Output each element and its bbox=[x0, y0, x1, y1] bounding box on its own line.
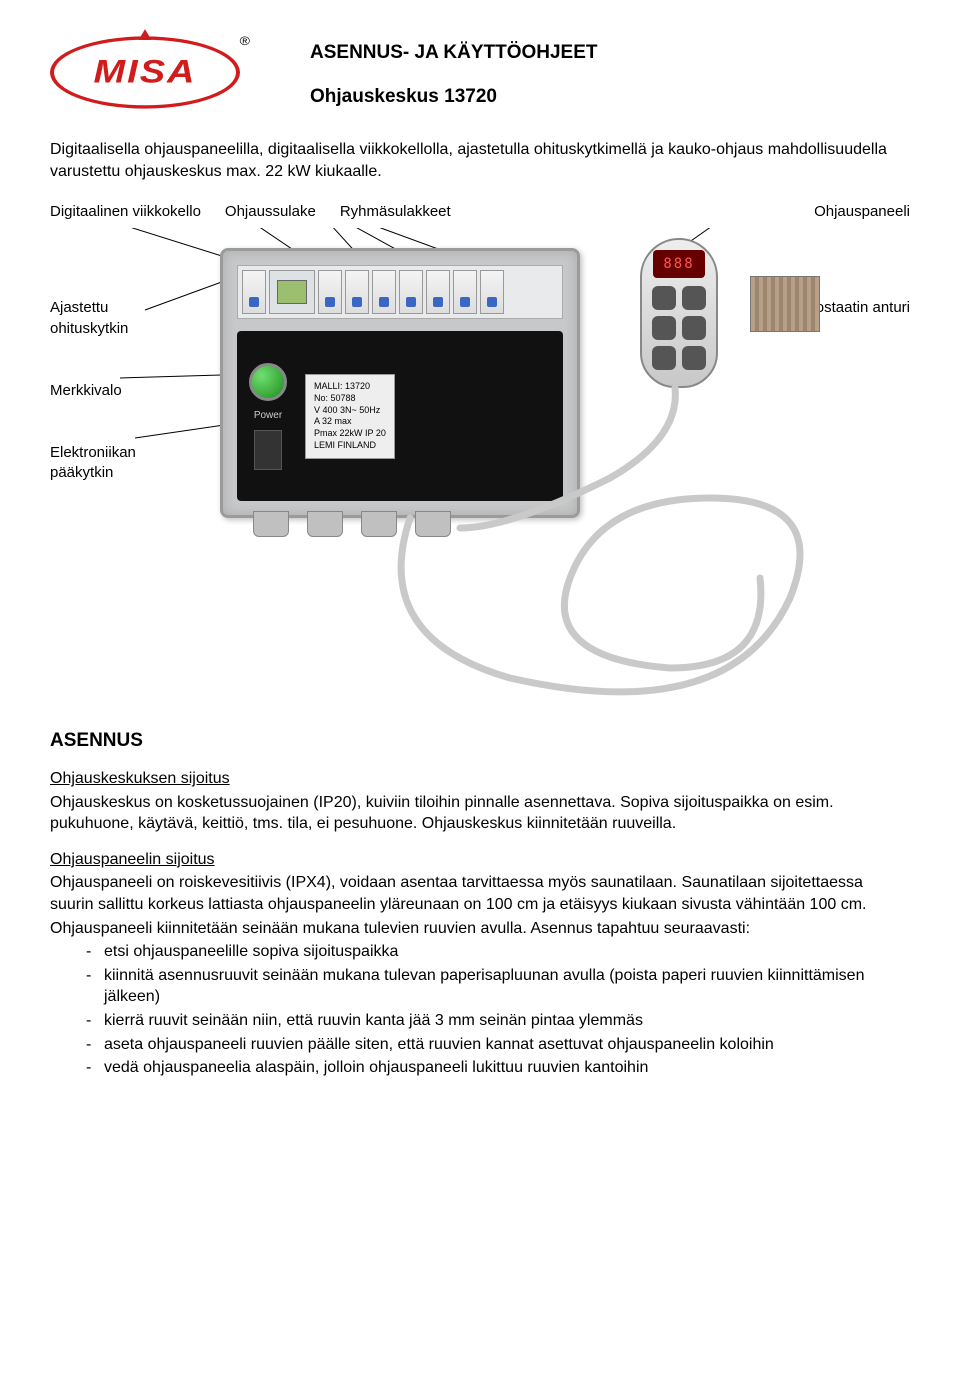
list-item: aseta ohjauspaneeli ruuvien päälle siten… bbox=[86, 1034, 910, 1056]
spec-line: No: 50788 bbox=[314, 393, 386, 405]
spec-line: A 32 max bbox=[314, 416, 386, 428]
registered-mark: ® bbox=[240, 33, 250, 49]
diagram-top-labels: Digitaalinen viikkokello Ohjaussulake Ry… bbox=[50, 202, 910, 222]
control-unit: Power MALLI: 13720 No: 50788 V 400 3N~ 5… bbox=[220, 248, 580, 518]
remote-button bbox=[682, 286, 706, 310]
power-area: Power bbox=[249, 363, 287, 471]
cable-gland-icon bbox=[361, 511, 397, 537]
label-ajastettu: Ajastettu ohituskytkin bbox=[50, 298, 136, 339]
diagram-left-labels: Ajastettu ohituskytkin Merkkivalo Elektr… bbox=[50, 298, 136, 525]
spec-line: MALLI: 13720 bbox=[314, 381, 386, 393]
label-ohjaussulake: Ohjaussulake bbox=[225, 202, 316, 222]
label-merkkivalo: Merkkivalo bbox=[50, 381, 136, 401]
flame-icon: ▲ bbox=[134, 21, 156, 46]
remote-button bbox=[652, 286, 676, 310]
remote-button bbox=[652, 346, 676, 370]
cable-gland-icon bbox=[253, 511, 289, 537]
header: ▲ MISA ® ASENNUS- JA KÄYTTÖOHJEET Ohjaus… bbox=[50, 30, 910, 115]
control-fuse bbox=[318, 270, 342, 314]
clock-screen-icon bbox=[277, 280, 307, 304]
list-item: kierrä ruuvit seinään niin, että ruuvin … bbox=[86, 1010, 910, 1032]
spec-line: Pmax 22kW IP 20 bbox=[314, 428, 386, 440]
diagram-area: Ajastettu ohituskytkin Merkkivalo Elektr… bbox=[50, 228, 910, 708]
spec-line: V 400 3N~ 50Hz bbox=[314, 405, 386, 417]
timer-breaker bbox=[242, 270, 266, 314]
group-fuse bbox=[399, 270, 423, 314]
spec-plate: MALLI: 13720 No: 50788 V 400 3N~ 50Hz A … bbox=[305, 374, 395, 458]
para-paneeli: Ohjauspaneelin sijoitus Ohjauspaneeli on… bbox=[50, 849, 910, 1079]
control-panel-remote: 888 bbox=[640, 238, 718, 388]
brand-logo: ▲ MISA ® bbox=[50, 30, 250, 115]
sub-title: Ohjauskeskus 13720 bbox=[310, 84, 598, 110]
label-ohjauspaneeli: Ohjauspaneeli bbox=[814, 202, 910, 222]
subsection-title: Ohjauskeskuksen sijoitus bbox=[50, 768, 910, 790]
subsection-text: Ohjauskeskus on kosketussuojainen (IP20)… bbox=[50, 792, 910, 835]
front-panel: Power MALLI: 13720 No: 50788 V 400 3N~ 5… bbox=[237, 331, 563, 501]
subsection-text: Ohjauspaneeli kiinnitetään seinään mukan… bbox=[50, 918, 910, 940]
label-ryhmasulakkeet: Ryhmäsulakkeet bbox=[340, 202, 451, 222]
spec-line: LEMI FINLAND bbox=[314, 440, 386, 452]
intro-paragraph: Digitaalisella ohjauspaneelilla, digitaa… bbox=[50, 139, 910, 182]
breaker-strip bbox=[237, 265, 563, 319]
remote-buttons bbox=[652, 286, 706, 370]
cable-glands bbox=[253, 511, 451, 537]
label-paakytkin: Elektroniikan pääkytkin bbox=[50, 443, 136, 484]
group-fuse bbox=[372, 270, 396, 314]
week-clock-module bbox=[269, 270, 315, 314]
group-fuse bbox=[480, 270, 504, 314]
section-heading-asennus: ASENNUS bbox=[50, 728, 910, 754]
thermostat-sensor bbox=[750, 276, 820, 332]
power-label: Power bbox=[254, 409, 282, 423]
group-fuse bbox=[426, 270, 450, 314]
cable-gland-icon bbox=[415, 511, 451, 537]
group-fuse bbox=[345, 270, 369, 314]
subsection-title: Ohjauspaneelin sijoitus bbox=[50, 849, 910, 871]
logo-ellipse: ▲ MISA ® bbox=[50, 36, 240, 108]
label-viikkokello: Digitaalinen viikkokello bbox=[50, 202, 201, 222]
cable-gland-icon bbox=[307, 511, 343, 537]
list-item: vedä ohjauspaneelia alaspäin, jolloin oh… bbox=[86, 1057, 910, 1079]
list-item: kiinnitä asennusruuvit seinään mukana tu… bbox=[86, 965, 910, 1008]
power-indicator-led bbox=[249, 363, 287, 401]
remote-button bbox=[682, 346, 706, 370]
main-title: ASENNUS- JA KÄYTTÖOHJEET bbox=[310, 40, 598, 66]
main-switch bbox=[254, 430, 282, 470]
logo-text: MISA bbox=[94, 51, 197, 95]
remote-button bbox=[682, 316, 706, 340]
install-steps-list: etsi ohjauspaneelille sopiva sijoituspai… bbox=[50, 941, 910, 1079]
para-sijoitus: Ohjauskeskuksen sijoitus Ohjauskeskus on… bbox=[50, 768, 910, 835]
group-fuse bbox=[453, 270, 477, 314]
list-item: etsi ohjauspaneelille sopiva sijoituspai… bbox=[86, 941, 910, 963]
remote-display: 888 bbox=[653, 250, 705, 278]
title-block: ASENNUS- JA KÄYTTÖOHJEET Ohjauskeskus 13… bbox=[310, 30, 598, 109]
remote-button bbox=[652, 316, 676, 340]
subsection-text: Ohjauspaneeli on roiskevesitiivis (IPX4)… bbox=[50, 872, 910, 915]
